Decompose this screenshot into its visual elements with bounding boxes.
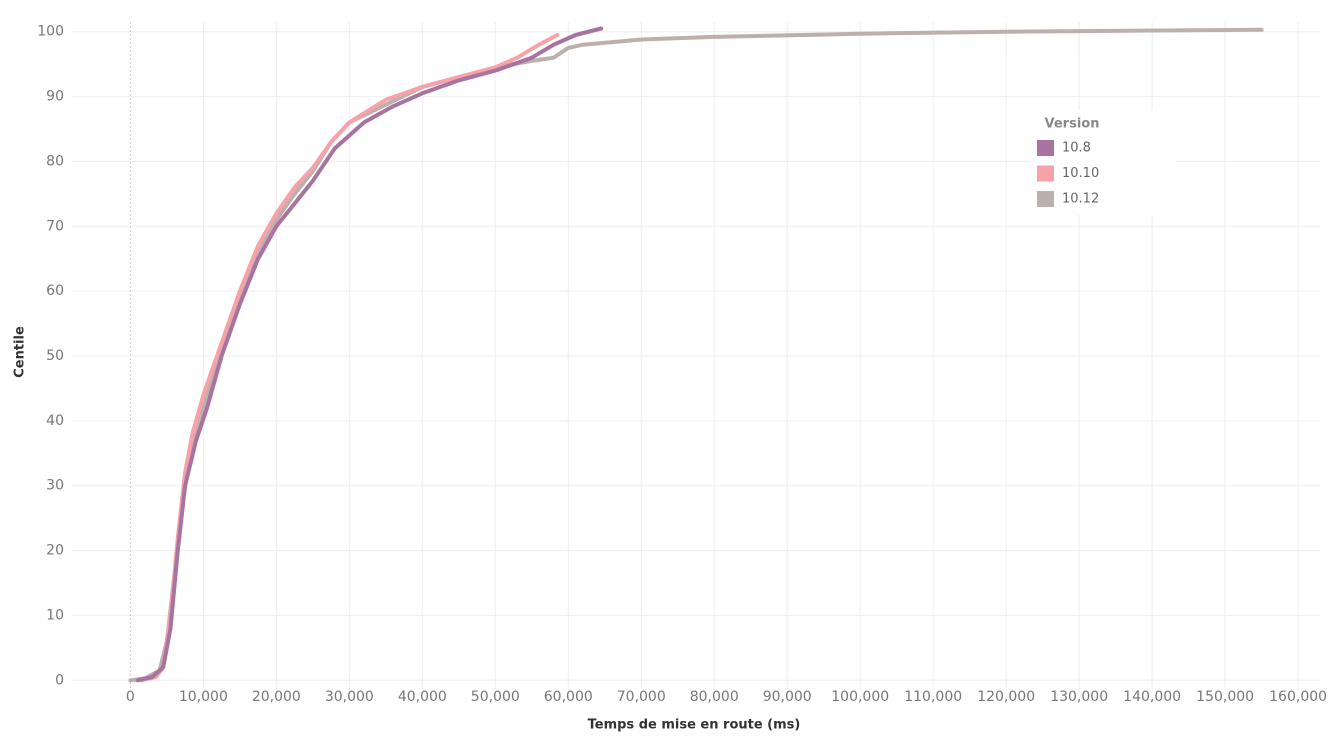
legend-swatch xyxy=(1037,191,1054,207)
x-tick-label: 40,000 xyxy=(398,689,447,705)
y-tick-label: 50 xyxy=(46,348,64,364)
x-axis-title: Temps de mise en route (ms) xyxy=(588,718,801,733)
x-tick-label: 80,000 xyxy=(690,689,739,705)
legend-title: Version xyxy=(1045,117,1100,132)
legend: Version 10.8 10.10 10.12 xyxy=(1030,110,1175,215)
x-tick-label: 60,000 xyxy=(544,689,593,705)
y-tick-label: 100 xyxy=(37,24,64,40)
y-tick-label: 90 xyxy=(46,89,64,105)
x-tick-label: 130,000 xyxy=(1050,689,1108,705)
legend-swatch xyxy=(1037,140,1054,156)
y-tick-label: 40 xyxy=(46,413,64,429)
x-tick-label: 70,000 xyxy=(617,689,666,705)
x-tick-label: 110,000 xyxy=(904,689,962,705)
legend-swatch xyxy=(1037,165,1054,182)
y-tick-label: 10 xyxy=(46,607,64,623)
line-series xyxy=(135,26,604,683)
legend-background xyxy=(1030,110,1175,215)
x-tick-label: 50,000 xyxy=(471,689,520,705)
legend-label: 10.8 xyxy=(1062,141,1091,156)
x-tick-label: 150,000 xyxy=(1196,689,1254,705)
y-tick-label: 60 xyxy=(46,283,64,299)
x-tick-label: 90,000 xyxy=(763,689,812,705)
y-tick-label: 80 xyxy=(46,153,64,169)
legend-label: 10.12 xyxy=(1062,192,1099,207)
x-tick-label: 0 xyxy=(126,689,135,705)
x-tick-label: 30,000 xyxy=(325,689,374,705)
y-axis-title: Centile xyxy=(13,326,28,378)
x-tick-label: 100,000 xyxy=(831,689,889,705)
x-tick-label: 20,000 xyxy=(252,689,301,705)
plot-area xyxy=(72,22,1320,690)
x-tick-label: 120,000 xyxy=(977,689,1035,705)
y-tick-label: 20 xyxy=(46,543,64,559)
x-tick-label: 160,000 xyxy=(1269,689,1327,705)
x-tick-label: 140,000 xyxy=(1123,689,1181,705)
y-tick-label: 30 xyxy=(46,478,64,494)
y-tick-label: 0 xyxy=(55,672,64,688)
legend-label: 10.10 xyxy=(1062,166,1099,181)
y-tick-label: 70 xyxy=(46,218,64,234)
x-tick-label: 10,000 xyxy=(179,689,228,705)
